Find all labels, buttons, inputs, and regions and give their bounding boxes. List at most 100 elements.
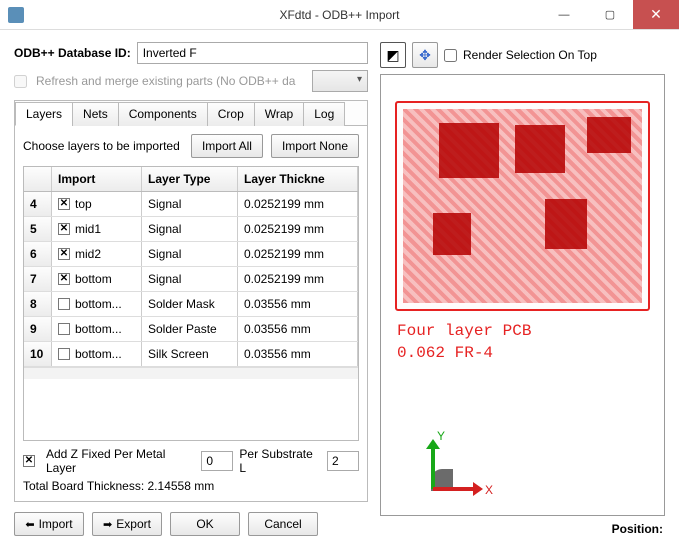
app-icon [8,7,24,23]
row-import-checkbox[interactable] [58,298,70,310]
pcb-component [587,117,631,153]
row-layer-thickness: 0.03556 mm [238,317,358,341]
row-import[interactable]: mid1 [52,217,142,241]
export-button[interactable]: ➡Export [92,512,162,536]
row-layer-thickness: 0.03556 mm [238,292,358,316]
tab-nets[interactable]: Nets [72,102,119,126]
export-icon: ➡ [103,518,112,531]
col-layer-thickness[interactable]: Layer Thickne [238,167,358,191]
import-icon: ⬅ [25,518,34,531]
tab-crop[interactable]: Crop [207,102,255,126]
row-layer-type: Signal [142,267,238,291]
row-import-checkbox[interactable] [58,248,70,260]
row-import[interactable]: bottom... [52,317,142,341]
import-none-button[interactable]: Import None [271,134,359,158]
row-layer-thickness: 0.0252199 mm [238,192,358,216]
table-row[interactable]: 5 mid1 Signal0.0252199 mm [24,217,358,242]
row-import-checkbox[interactable] [58,273,70,285]
table-row[interactable]: 7 bottom Signal0.0252199 mm [24,267,358,292]
layer-table: Import Layer Type Layer Thickne 4 top Sign… [23,166,359,441]
row-layer-type: Solder Mask [142,292,238,316]
refresh-label: Refresh and merge existing parts (No ODB… [36,74,306,88]
row-layer-name: top [75,197,92,211]
per-substrate-label: Per Substrate L [239,447,321,475]
database-id-label: ODB++ Database ID: [14,46,131,60]
row-layer-thickness: 0.0252199 mm [238,267,358,291]
pcb-component [545,199,587,249]
row-import[interactable]: top [52,192,142,216]
row-import-checkbox[interactable] [58,223,70,235]
table-row[interactable]: 9bottom...Solder Paste0.03556 mm [24,317,358,342]
row-layer-thickness: 0.0252199 mm [238,242,358,266]
col-import[interactable]: Import [52,167,142,191]
per-metal-input[interactable] [201,451,233,471]
import-button[interactable]: ⬅Import [14,512,84,536]
row-layer-name: mid2 [75,247,101,261]
maximize-button[interactable]: ▢ [587,0,633,29]
refresh-combo[interactable] [312,70,368,92]
row-index: 10 [24,342,52,366]
tab-components[interactable]: Components [118,102,208,126]
pcb-component [439,123,499,178]
row-import-checkbox[interactable] [58,348,70,360]
pcb-caption: Four layer PCB 0.062 FR-4 [397,321,531,364]
axis-y-label: Y [437,429,445,443]
pcb-component [433,213,471,255]
database-id-input[interactable] [137,42,368,64]
tab-layers[interactable]: Layers [15,102,73,126]
row-index: 4 [24,192,52,216]
refresh-checkbox [14,75,27,88]
col-index[interactable] [24,167,52,191]
render-selection-label: Render Selection On Top [463,48,597,62]
row-index: 7 [24,267,52,291]
axis-gizmo: X Y [421,431,491,501]
minimize-button[interactable]: — [541,0,587,29]
row-index: 9 [24,317,52,341]
table-row[interactable]: 8bottom...Solder Mask0.03556 mm [24,292,358,317]
row-layer-thickness: 0.0252199 mm [238,217,358,241]
close-button[interactable]: ✕ [633,0,679,29]
table-row[interactable]: 10bottom...Silk Screen0.03556 mm [24,342,358,367]
tab-wrap[interactable]: Wrap [254,102,304,126]
import-all-button[interactable]: Import All [191,134,263,158]
row-layer-name: bottom... [75,322,122,336]
add-z-fixed-label: Add Z Fixed Per Metal Layer [46,447,195,475]
row-import-checkbox[interactable] [58,198,70,210]
move-icon: ✥ [419,47,431,64]
row-layer-name: bottom [75,272,112,286]
total-thickness-label: Total Board Thickness: 2.14558 mm [23,479,359,493]
row-index: 5 [24,217,52,241]
ok-button[interactable]: OK [170,512,240,536]
row-layer-type: Signal [142,192,238,216]
pcb-component [515,125,565,173]
select-tool-button[interactable]: ◩ [380,42,406,68]
row-import[interactable]: bottom... [52,342,142,366]
position-label: Position: [380,522,665,536]
table-scrollbar[interactable] [24,367,358,379]
row-layer-name: bottom... [75,297,122,311]
row-layer-name: bottom... [75,347,122,361]
preview-viewport[interactable]: Four layer PCB 0.062 FR-4 X Y [380,74,665,516]
table-row[interactable]: 6mid2Signal0.0252199 mm [24,242,358,267]
row-index: 6 [24,242,52,266]
row-import[interactable]: bottom... [52,292,142,316]
pan-tool-button[interactable]: ✥ [412,42,438,68]
col-layer-type[interactable]: Layer Type [142,167,238,191]
select-icon: ◩ [386,47,399,64]
row-import[interactable]: bottom [52,267,142,291]
render-selection-checkbox[interactable] [444,49,457,62]
pcb-outline [395,101,650,311]
cancel-button[interactable]: Cancel [248,512,318,536]
table-row[interactable]: 4 top Signal0.0252199 mm [24,192,358,217]
choose-layers-label: Choose layers to be imported [23,139,183,153]
axis-x-label: X [485,483,493,497]
tab-log[interactable]: Log [303,102,345,126]
row-layer-type: Signal [142,217,238,241]
titlebar: XFdtd - ODB++ Import — ▢ ✕ [0,0,679,30]
row-import-checkbox[interactable] [58,323,70,335]
row-import[interactable]: mid2 [52,242,142,266]
add-z-fixed-checkbox[interactable] [23,455,35,467]
row-layer-name: mid1 [75,222,101,236]
row-layer-thickness: 0.03556 mm [238,342,358,366]
per-substrate-input[interactable] [327,451,359,471]
